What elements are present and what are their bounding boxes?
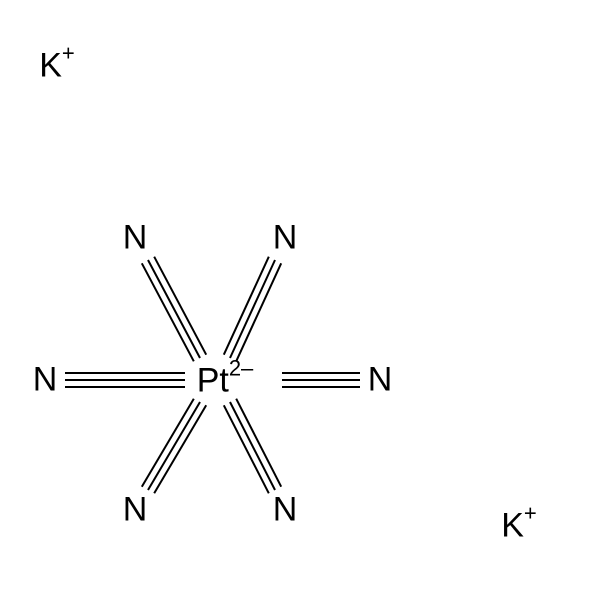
atom-label: N (273, 491, 298, 529)
atom-label: N (368, 361, 393, 399)
atom-label: N (123, 491, 148, 529)
atom-label: N (123, 219, 148, 257)
atom-label: N (33, 361, 58, 399)
atom-n-left: N (33, 361, 58, 400)
atom-charge: 2– (229, 355, 253, 380)
atom-label: N (273, 219, 298, 257)
atom-charge: + (524, 500, 537, 525)
atom-label: K (501, 507, 524, 545)
atom-label: K (39, 47, 62, 85)
atom-k-bottom: K+ (501, 504, 537, 545)
atom-n-lower-left: N (123, 491, 148, 530)
atom-n-upper-left: N (123, 219, 148, 258)
atom-n-right: N (368, 361, 393, 400)
atom-charge: + (62, 40, 75, 65)
chemical-structure-canvas: K+ K+ Pt2– N N N N N N (0, 0, 600, 600)
atom-n-upper-right: N (273, 219, 298, 258)
atom-label: Pt (197, 362, 229, 400)
atom-k-top: K+ (39, 44, 75, 85)
atom-n-lower-right: N (273, 491, 298, 530)
atom-pt-center: Pt2– (197, 359, 254, 400)
